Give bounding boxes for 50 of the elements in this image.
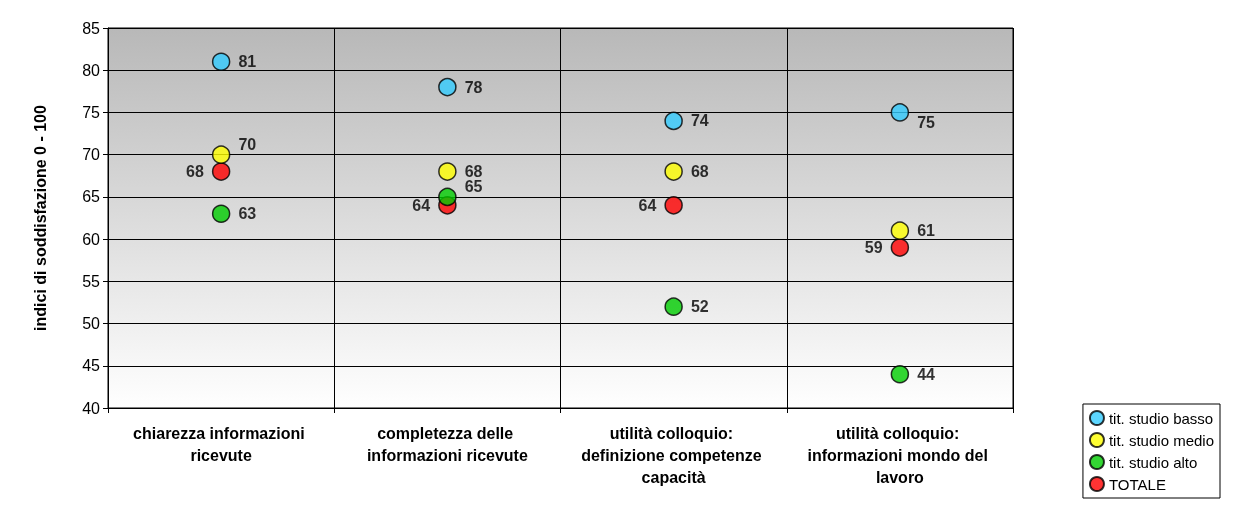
point	[890, 103, 910, 122]
y-tick-label: 50	[82, 315, 101, 333]
y-tick-label: 55	[82, 272, 101, 290]
x-tick-label: utilità colloquio: definizione competenze capacità	[581, 424, 767, 486]
point	[211, 162, 231, 181]
point	[890, 364, 910, 384]
y-tick-label: 40	[82, 399, 101, 417]
data-label: 44	[917, 365, 936, 383]
data-label: 61	[917, 222, 936, 240]
y-tick-label: 65	[82, 188, 101, 206]
data-label: 75	[917, 113, 936, 131]
x-tick-label: utilità colloquio: informazioni mondo del lavoro	[807, 424, 993, 486]
data-label: 59	[864, 239, 883, 257]
data-label: 81	[238, 53, 257, 71]
data-label: 64	[638, 196, 657, 214]
y-tick-label: 85	[82, 19, 101, 37]
point	[664, 297, 683, 316]
point	[211, 145, 231, 164]
x-tick-label: chiarezza informazioni ricevute	[133, 424, 310, 464]
data-label: 63	[238, 205, 257, 223]
data-label: 64	[412, 196, 431, 214]
point	[890, 221, 910, 240]
point	[438, 162, 457, 181]
y-axis-title: indici di soddisfazione 0 - 100	[31, 104, 49, 331]
point	[664, 162, 683, 181]
data-label: 68	[186, 163, 204, 181]
data-label: 65	[464, 178, 483, 196]
data-label: 78	[464, 78, 483, 96]
point	[664, 111, 683, 131]
legend-label: TOTALE	[1108, 475, 1166, 493]
point	[211, 204, 231, 224]
data-label: 68	[464, 163, 483, 181]
point	[890, 238, 910, 257]
point	[211, 52, 231, 72]
data-label: 70	[238, 136, 257, 154]
x-tick-label: completezza delle informazioni ricevute	[366, 424, 528, 464]
point	[438, 77, 457, 97]
data-label: 68	[690, 163, 709, 181]
y-tick-label: 80	[82, 61, 101, 79]
legend-label: tit. studio basso	[1108, 409, 1214, 427]
y-tick-label: 70	[82, 146, 101, 164]
data-label: 52	[690, 298, 709, 316]
data-label: 74	[690, 112, 709, 130]
y-tick-label: 60	[82, 230, 101, 248]
point	[664, 196, 683, 215]
y-tick-label: 45	[82, 357, 101, 375]
y-tick-label: 75	[82, 103, 101, 121]
legend-label: tit. studio alto	[1108, 453, 1198, 471]
legend-label: tit. studio medio	[1108, 431, 1215, 449]
point	[438, 187, 457, 207]
